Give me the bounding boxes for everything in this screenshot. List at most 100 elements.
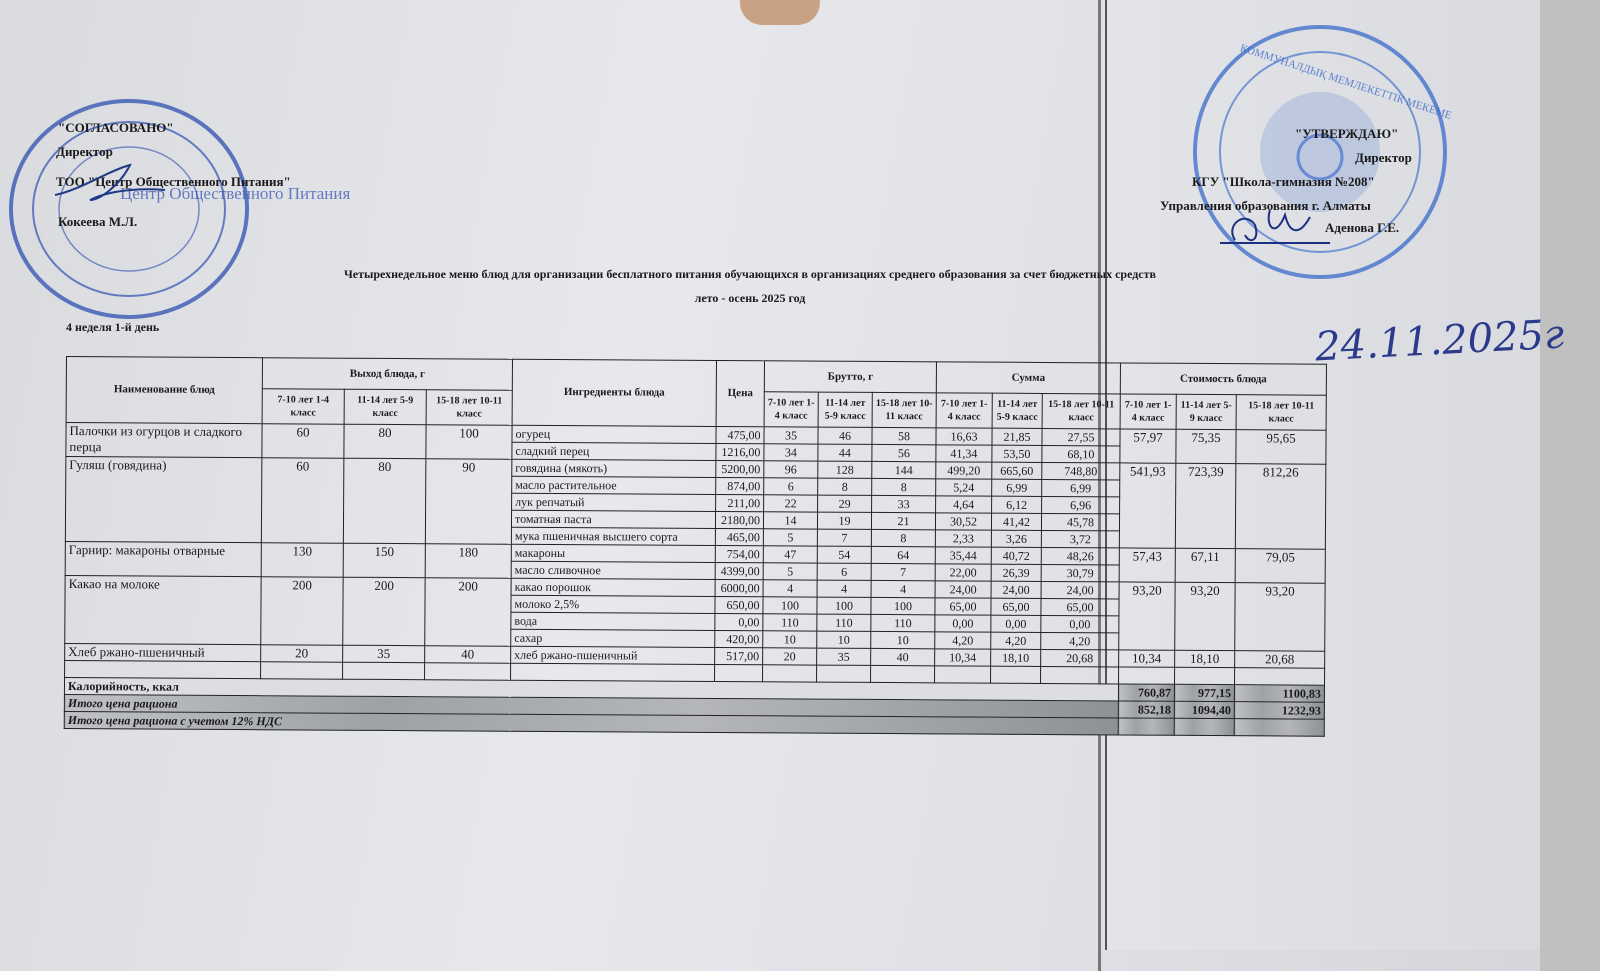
- ingredient-brutto: 110: [816, 614, 871, 632]
- approval-right-org: КГУ "Школа-гимназия №208": [1192, 174, 1375, 189]
- ingredient-sum: 20,68: [1040, 649, 1119, 667]
- dish-yield: 150: [343, 543, 426, 578]
- dish-cost: 10,34: [1118, 649, 1175, 668]
- ingredient-sum: 10,34: [934, 648, 991, 667]
- ingredient-sum: 6,12: [991, 496, 1042, 514]
- approval-left-heading: "СОГЛАСОВАНО": [58, 120, 174, 135]
- ingredient-brutto: 96: [763, 460, 818, 479]
- header-age-group: 15-18 лет 10-11 класс: [872, 392, 937, 428]
- ingredient-sum: 4,20: [990, 632, 1041, 650]
- approval-right-dept: Управления образования г. Алматы: [1160, 198, 1371, 213]
- empty-cell: [510, 663, 715, 682]
- ingredient-brutto: 8: [871, 478, 936, 496]
- empty-cell: [1040, 666, 1119, 684]
- left-stamp-text: Центр Общественного Питания: [120, 184, 351, 203]
- empty-cell: [424, 662, 511, 681]
- dish-name: Хлеб ржано-пшеничный: [64, 643, 261, 662]
- approval-right-heading: "УТВЕРЖДАЮ": [1295, 126, 1399, 141]
- dish-yield: 35: [342, 645, 425, 663]
- header-age-group: 11-14 лет 5-9 класс: [344, 389, 427, 425]
- ingredient-sum: 18,10: [990, 649, 1041, 667]
- empty-cell: [990, 666, 1041, 684]
- ingredient-brutto: 4: [871, 580, 936, 598]
- dish-cost: 812,26: [1235, 463, 1326, 550]
- dish-cost: 541,93: [1119, 462, 1176, 549]
- dish-name: Гарнир: макароны отварные: [65, 541, 262, 577]
- ingredient-sum: 30,79: [1041, 564, 1120, 582]
- ingredient-name: мука пшеничная высшего сорта: [511, 527, 716, 546]
- dish-cost: 67,11: [1175, 548, 1236, 583]
- ingredient-price: 517,00: [714, 647, 763, 665]
- ingredient-sum: 4,20: [1040, 632, 1119, 650]
- ingredient-sum: 6,99: [1041, 479, 1120, 497]
- ingredient-brutto: 14: [763, 511, 818, 530]
- dish-yield: 80: [343, 458, 426, 544]
- dish-cost: 57,97: [1119, 428, 1177, 464]
- ingredient-brutto: 128: [817, 461, 872, 479]
- ingredient-sum: 24,00: [991, 581, 1042, 599]
- ingredient-price: 420,00: [714, 630, 763, 648]
- approval-left-name: Кокеева М.Л.: [58, 214, 138, 229]
- dish-yield: 80: [343, 424, 427, 459]
- dish-yield: 180: [425, 543, 512, 579]
- ingredient-brutto: 22: [763, 494, 818, 513]
- empty-cell: [714, 664, 763, 682]
- ingredient-sum: 748,80: [1041, 462, 1120, 480]
- ingredient-brutto: 21: [871, 512, 936, 530]
- ingredient-brutto: 110: [762, 613, 817, 632]
- ingredient-brutto: 35: [816, 648, 871, 666]
- empty-cell: [1174, 667, 1235, 685]
- dish-yield: 200: [260, 576, 344, 646]
- ingredient-brutto: 7: [871, 563, 936, 581]
- ingredient-price: 754,00: [715, 545, 764, 563]
- ingredient-brutto: 35: [763, 426, 819, 445]
- ingredient-brutto: 6: [817, 563, 872, 581]
- ingredient-name: говядина (мякоть): [511, 459, 716, 478]
- dish-cost: 79,05: [1235, 548, 1326, 584]
- sheet-edge: [1098, 0, 1101, 971]
- ingredient-brutto: 29: [817, 495, 872, 513]
- ingredient-name: хлеб ржано-пшеничный: [510, 646, 715, 665]
- ingredient-sum: 5,24: [935, 478, 992, 497]
- ingredient-sum: 3,26: [991, 530, 1042, 548]
- ingredient-brutto: 33: [871, 495, 936, 513]
- empty-cell: [934, 665, 991, 684]
- ingredient-sum: 41,34: [935, 444, 992, 463]
- ingredient-brutto: 100: [870, 597, 936, 615]
- dish-yield: 130: [261, 542, 344, 578]
- dish-yield: 40: [424, 645, 511, 664]
- ingredient-sum: 65,00: [934, 597, 992, 616]
- ingredient-brutto: 4: [817, 580, 872, 598]
- document-title: Четырехнедельное меню блюд для организац…: [343, 267, 1157, 281]
- ingredient-brutto: 47: [763, 545, 818, 564]
- ingredient-brutto: 7: [817, 529, 872, 547]
- header-age-group: 11-14 лет 5-9 класс: [992, 393, 1043, 429]
- ingredient-price: 465,00: [715, 528, 764, 546]
- footer-value: [1234, 718, 1325, 737]
- ingredient-sum: 0,00: [934, 614, 991, 633]
- footer-value: [1174, 718, 1235, 736]
- ingredient-name: масло растительное: [511, 476, 716, 495]
- menu-table: Наименование блюд Выход блюда, г Ингредиен…: [64, 356, 1327, 737]
- dish-yield: 90: [425, 458, 512, 545]
- ingredient-sum: 21,85: [991, 428, 1043, 446]
- ingredient-price: 1216,00: [715, 443, 764, 461]
- ingredient-name: огурец: [511, 425, 717, 444]
- ingredient-sum: 16,63: [935, 427, 993, 446]
- ingredient-sum: 26,39: [991, 564, 1042, 582]
- empty-cell: [816, 665, 871, 683]
- ingredient-sum: 0,00: [1040, 615, 1119, 633]
- ingredient-price: 874,00: [715, 477, 764, 495]
- ingredient-brutto: 10: [816, 631, 871, 649]
- dish-yield: 60: [261, 457, 344, 544]
- ingredient-brutto: 10: [870, 631, 935, 649]
- ingredient-brutto: 8: [871, 529, 936, 547]
- dish-name: Гуляш (говядина): [65, 456, 262, 543]
- footer-value: 977,15: [1174, 684, 1235, 702]
- ingredient-brutto: 5: [763, 562, 818, 581]
- ingredient-brutto: 144: [871, 461, 936, 479]
- approval-left-position: Директор: [56, 144, 113, 159]
- ingredient-sum: 27,55: [1041, 428, 1121, 446]
- right-round-stamp: [1193, 25, 1447, 279]
- ingredient-brutto: 54: [817, 546, 872, 564]
